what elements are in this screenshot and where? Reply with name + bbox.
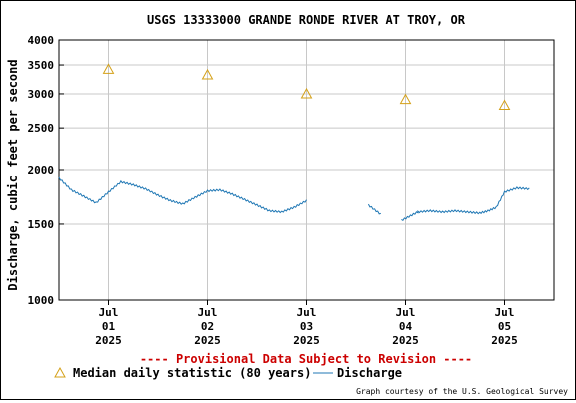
median-point: [102, 63, 115, 74]
x-tick-label: Jul: [396, 306, 416, 319]
legend: Median daily statistic (80 years) Discha…: [54, 366, 402, 380]
x-tick-label: 2025: [95, 334, 122, 347]
x-tick-label: 2025: [293, 334, 320, 347]
median-point: [300, 87, 313, 99]
x-tick-label: Jul: [198, 306, 218, 319]
x-tick-label: 2025: [491, 334, 518, 347]
x-tick-label: 02: [201, 320, 214, 333]
x-tick-label: 2025: [392, 334, 419, 347]
x-tick-label: 03: [300, 320, 313, 333]
x-tick-label: 05: [498, 320, 511, 333]
legend-median-marker: [54, 366, 66, 378]
discharge-line: [58, 176, 307, 214]
plot-area: [58, 39, 555, 301]
y-tick-label: 2000: [28, 164, 55, 177]
grid-lines: [59, 39, 554, 305]
median-point: [498, 99, 511, 111]
x-tick-label: 2025: [194, 334, 221, 347]
x-tick-label: Jul: [495, 306, 515, 319]
y-tick-label: 1000: [28, 294, 55, 307]
x-tick-label: Jul: [297, 306, 317, 319]
y-tick-label: 3000: [28, 88, 55, 101]
y-tick-label: 1500: [28, 218, 55, 231]
y-axis-label: Discharge, cubic feet per second: [6, 59, 20, 290]
x-tick-label: 01: [102, 320, 116, 333]
y-tick-label: 2500: [28, 122, 55, 135]
y-tick-label: 4000: [28, 34, 55, 47]
y-tick-labels: 1000 1500 2000 2500 3000 3500 4000: [28, 34, 55, 307]
median-point: [399, 93, 412, 105]
legend-discharge-label: Discharge: [337, 366, 402, 380]
credit-text: Graph courtesy of the U.S. Geological Su…: [356, 387, 568, 396]
chart-title: USGS 13333000 GRANDE RONDE RIVER AT TROY…: [147, 13, 466, 27]
x-tick-label: 04: [399, 320, 413, 333]
discharge-line: [367, 203, 381, 215]
x-tick-labels: Jul012025Jul022025Jul032025Jul042025Jul0…: [95, 306, 518, 347]
legend-median-label: Median daily statistic (80 years): [73, 366, 311, 380]
x-tick-label: Jul: [99, 306, 119, 319]
median-point: [201, 68, 214, 80]
series-layer: [58, 63, 530, 221]
discharge-line: [401, 186, 530, 221]
y-tick-label: 3500: [28, 59, 55, 72]
provisional-notice: ---- Provisional Data Subject to Revisio…: [140, 352, 472, 366]
